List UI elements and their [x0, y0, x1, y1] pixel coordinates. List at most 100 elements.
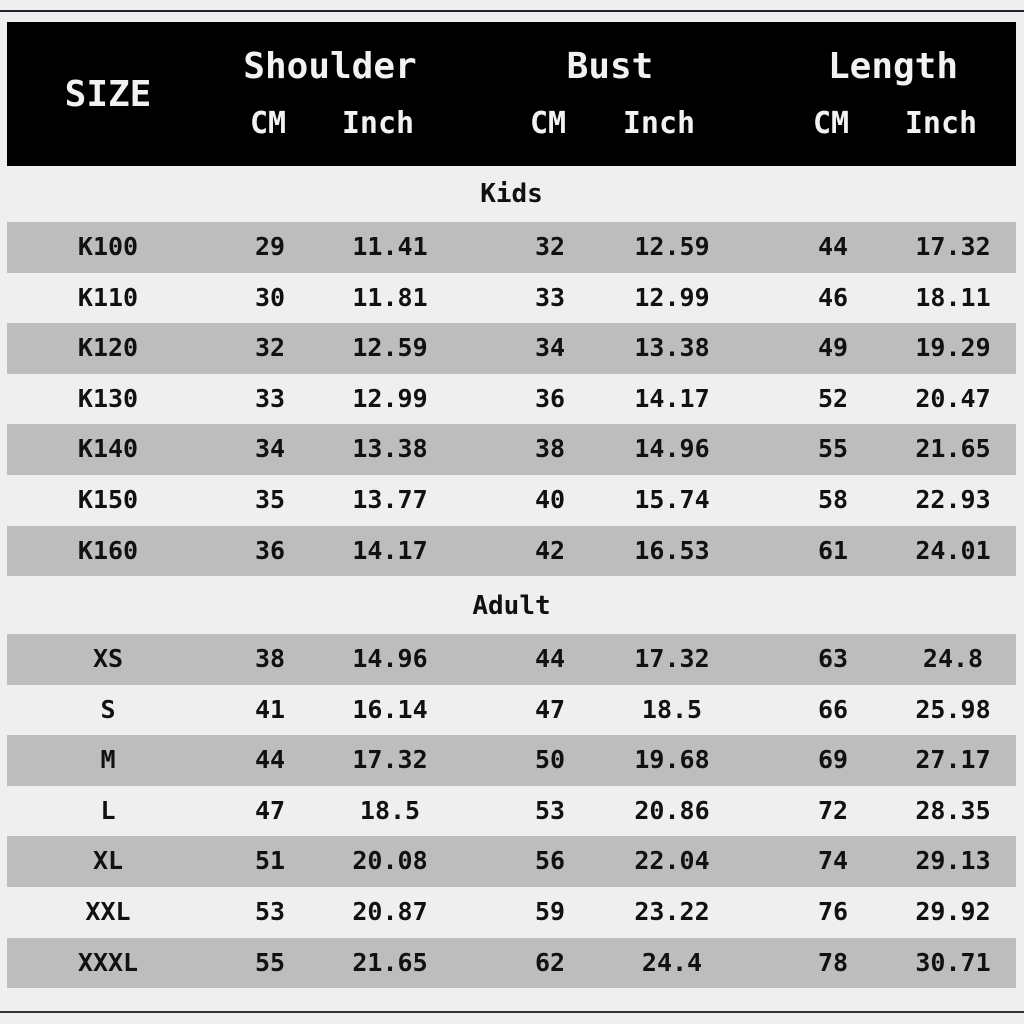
bust-inch-cell: 20.86	[634, 795, 710, 825]
size-cell: XXXL	[77, 947, 139, 977]
bust-cm-cell: 50	[534, 745, 566, 775]
shoulder-cm-cell: 36	[254, 535, 286, 565]
size-cell: M	[100, 745, 116, 775]
shoulder-cm-cell: 32	[254, 333, 286, 363]
table-row: XXXL 55 21.65 62 24.4 78 30.71	[7, 937, 1016, 989]
table-row: K130 33 12.99 36 14.17 52 20.47	[7, 374, 1016, 425]
length-cm-header: CM	[812, 106, 850, 141]
bust-cm-cell: 53	[534, 795, 566, 825]
length-cm-cell: 55	[817, 434, 849, 464]
size-cell: K110	[77, 282, 139, 312]
length-cm-cell: 74	[817, 846, 849, 876]
length-inch-header: Inch	[904, 106, 978, 141]
shoulder-cm-cell: 55	[254, 947, 286, 977]
section-label-adult: Adult	[472, 591, 551, 621]
length-inch-cell: 17.32	[915, 232, 991, 261]
size-cell: XS	[92, 644, 124, 673]
bust-inch-cell: 18.5	[641, 694, 703, 724]
bust-inch-cell: 19.68	[634, 745, 710, 775]
size-cell: K100	[77, 232, 139, 261]
table-row: XXL 53 20.87 59 23.22 76 29.92	[7, 887, 1016, 938]
bust-cm-header: CM	[529, 106, 567, 141]
length-cm-cell: 44	[817, 232, 849, 261]
size-cell: XXL	[85, 897, 131, 926]
length-inch-cell: 24.01	[915, 535, 991, 565]
table-row: M 44 17.32 50 19.68 69 27.17	[7, 735, 1016, 786]
shoulder-inch-cell: 21.65	[352, 947, 428, 977]
length-cm-cell: 78	[817, 947, 849, 977]
size-cell: S	[100, 694, 116, 724]
section-label-kids: Kids	[480, 179, 543, 209]
length-cm-cell: 58	[817, 485, 849, 514]
table-row: K160 36 14.17 42 16.53 61 24.01	[7, 525, 1016, 577]
size-cell: K140	[77, 434, 139, 464]
size-header: SIZE	[64, 74, 152, 115]
shoulder-inch-cell: 13.38	[352, 434, 428, 464]
table-row: K120 32 12.59 34 13.38 49 19.29	[7, 323, 1016, 374]
bust-inch-cell: 14.17	[634, 383, 710, 413]
length-inch-cell: 30.71	[915, 947, 991, 977]
table-row: K100 29 11.41 32 12.59 44 17.32	[7, 222, 1016, 273]
shoulder-inch-cell: 16.14	[352, 694, 428, 724]
size-cell: K160	[77, 535, 139, 565]
shoulder-inch-cell: 17.32	[352, 745, 428, 775]
length-cm-cell: 69	[817, 745, 849, 775]
length-inch-cell: 18.11	[915, 282, 991, 312]
length-inch-cell: 29.13	[915, 846, 991, 876]
bust-cm-cell: 40	[534, 485, 566, 514]
table-header: SIZE Shoulder Bust Length CM Inch CM Inc…	[7, 22, 1016, 166]
bust-inch-cell: 22.04	[634, 846, 710, 876]
table-row: K140 34 13.38 38 14.96 55 21.65	[7, 424, 1016, 475]
shoulder-cm-cell: 41	[254, 694, 286, 724]
bust-inch-cell: 12.99	[634, 282, 710, 312]
length-cm-cell: 72	[817, 795, 849, 825]
size-cell: K150	[77, 485, 139, 514]
shoulder-inch-cell: 12.59	[352, 333, 428, 363]
length-cm-cell: 61	[817, 535, 849, 565]
bust-header: Bust	[566, 46, 654, 87]
bust-inch-cell: 12.59	[634, 232, 710, 261]
bust-inch-cell: 23.22	[634, 897, 710, 926]
shoulder-cm-cell: 35	[254, 485, 286, 514]
size-cell: K130	[77, 383, 139, 413]
shoulder-inch-cell: 18.5	[359, 795, 421, 825]
bust-inch-cell: 16.53	[634, 535, 710, 565]
bust-cm-cell: 59	[534, 897, 566, 926]
bust-inch-cell: 24.4	[641, 947, 703, 977]
bust-cm-cell: 32	[534, 232, 566, 261]
shoulder-header: Shoulder	[243, 46, 417, 87]
bust-cm-cell: 34	[534, 333, 566, 363]
table-row: K110 30 11.81 33 12.99 46 18.11	[7, 273, 1016, 324]
bust-cm-cell: 44	[534, 644, 566, 673]
bust-cm-cell: 62	[534, 947, 566, 977]
length-inch-cell: 19.29	[915, 333, 991, 363]
length-inch-cell: 20.47	[915, 383, 991, 413]
shoulder-inch-cell: 11.41	[352, 232, 428, 261]
bust-cm-cell: 33	[534, 282, 566, 312]
bust-cm-cell: 42	[534, 535, 566, 565]
length-cm-cell: 52	[817, 383, 849, 413]
bust-inch-header: Inch	[622, 106, 696, 141]
shoulder-inch-cell: 14.17	[352, 535, 428, 565]
length-cm-cell: 66	[817, 694, 849, 724]
size-cell: K120	[77, 333, 139, 363]
length-inch-cell: 28.35	[915, 795, 991, 825]
length-inch-cell: 25.98	[915, 694, 991, 724]
shoulder-inch-header: Inch	[341, 106, 415, 141]
bust-cm-cell: 47	[534, 694, 566, 724]
bust-inch-cell: 17.32	[634, 644, 710, 673]
length-inch-cell: 29.92	[915, 897, 991, 926]
length-cm-cell: 46	[817, 282, 849, 312]
shoulder-cm-cell: 53	[254, 897, 286, 926]
shoulder-inch-cell: 13.77	[352, 485, 428, 514]
size-cell: L	[100, 795, 116, 825]
table-row: L 47 18.5 53 20.86 72 28.35	[7, 786, 1016, 837]
table-row: K150 35 13.77 40 15.74 58 22.93	[7, 475, 1016, 526]
shoulder-cm-cell: 29	[254, 232, 286, 261]
table-row: XS 38 14.96 44 17.32 63 24.8	[7, 634, 1016, 685]
bust-cm-cell: 36	[534, 383, 566, 413]
shoulder-cm-cell: 30	[254, 282, 286, 312]
length-inch-cell: 27.17	[915, 745, 991, 775]
table-row: XL 51 20.08 56 22.04 74 29.13	[7, 836, 1016, 887]
shoulder-cm-cell: 44	[254, 745, 286, 775]
